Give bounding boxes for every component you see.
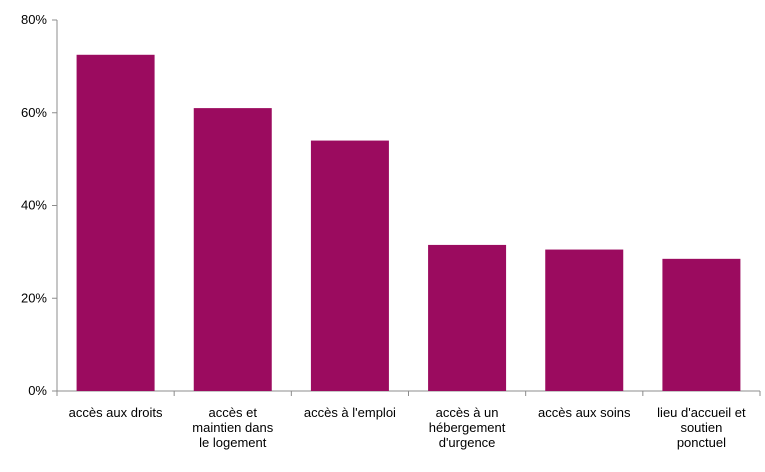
category-label-line: soutien xyxy=(680,420,722,435)
category-label-line: accès aux soins xyxy=(538,405,631,420)
bar xyxy=(428,244,507,391)
y-tick-label: 80% xyxy=(21,12,47,27)
category-label: accès aux droits xyxy=(69,405,163,420)
category-label-line: ponctuel xyxy=(677,435,726,450)
bar xyxy=(545,249,624,391)
x-axis xyxy=(56,390,761,396)
y-tick-label: 60% xyxy=(21,105,47,120)
category-label-line: maintien dans xyxy=(192,420,273,435)
y-tick-label: 20% xyxy=(21,290,47,305)
category-label-line: d'urgence xyxy=(439,435,496,450)
category-label-line: accès à l'emploi xyxy=(304,405,396,420)
category-label: accès à l'emploi xyxy=(304,405,396,420)
y-tick-label: 40% xyxy=(21,198,47,213)
y-tick-label: 0% xyxy=(28,383,47,398)
category-label-line: le logement xyxy=(199,435,267,450)
category-label: accès à un hébergement d'urgence xyxy=(429,405,506,450)
bars xyxy=(76,54,741,392)
bar xyxy=(662,258,741,391)
category-labels: accès aux droits accès et maintien dans le … xyxy=(69,405,746,450)
bar xyxy=(76,54,155,391)
category-label: lieu d'accueil et soutien ponctuel xyxy=(657,405,746,450)
category-label: accès et maintien dans le logement xyxy=(192,405,273,450)
category-label-line: hébergement xyxy=(429,420,506,435)
category-label-line: lieu d'accueil et xyxy=(657,405,746,420)
category-label-line: accès à un xyxy=(436,405,499,420)
category-label-line: accès et xyxy=(209,405,258,420)
bar xyxy=(310,140,389,391)
y-axis: 0% 20% 40% 60% 80% xyxy=(21,12,58,398)
bar xyxy=(193,108,272,392)
category-label: accès aux soins xyxy=(538,405,631,420)
category-label-line: accès aux droits xyxy=(69,405,163,420)
